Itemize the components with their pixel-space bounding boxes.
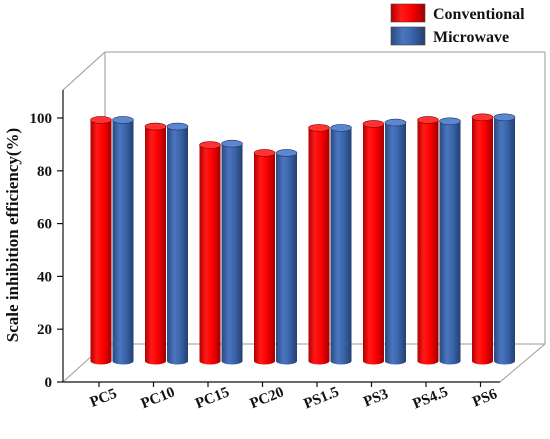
bar-body [472, 117, 493, 361]
y-tick-label: 80 [37, 164, 52, 180]
x-axis-tick-labels: PC5 PC10 PC15 PC20 PS1.5 PS3 PS4.5 PS6 [88, 382, 500, 413]
bar-body [199, 145, 221, 361]
bar-body [112, 119, 134, 362]
x-tick-label: PC10 [139, 384, 177, 412]
bar-conventional-pc20 [253, 149, 276, 365]
bar-conventional-pc5 [90, 116, 112, 365]
bar-microwave-pc5 [112, 116, 134, 365]
bar-body [330, 127, 352, 361]
legend-swatch-conventional [390, 3, 426, 23]
bar-microwave-ps4.5 [439, 117, 461, 365]
bar-base [330, 357, 352, 365]
bar-top [144, 122, 167, 131]
bar-top [275, 149, 298, 157]
bar-base [417, 357, 439, 365]
bar-conventional-ps1.5 [308, 124, 330, 365]
y-tick-label: 0 [45, 375, 53, 391]
bar-top [90, 116, 112, 124]
y-tick-label: 100 [30, 111, 53, 127]
bar-top [384, 118, 407, 127]
bar-top [199, 141, 221, 149]
x-tick-label: PC5 [88, 386, 119, 411]
bar-body [417, 119, 439, 362]
bar-body [254, 152, 275, 361]
x-tick-label: PS1.5 [302, 384, 342, 412]
y-tick-label: 20 [37, 322, 52, 338]
bar-microwave-pc20 [275, 149, 298, 365]
bar-microwave-ps3 [384, 118, 407, 365]
legend-label-conventional: Conventional [433, 6, 525, 23]
bar-top [417, 116, 439, 124]
bar-base [363, 357, 384, 365]
bar-base [385, 357, 406, 365]
bar-base [199, 357, 221, 365]
bar-conventional-ps6 [471, 113, 494, 365]
bar-body [439, 121, 461, 361]
bar-top [330, 124, 352, 132]
x-tick-label: PC20 [248, 384, 286, 412]
legend-label-microwave: Microwave [433, 29, 509, 46]
bar-body [494, 117, 515, 361]
bar-body [308, 127, 330, 361]
bar-base [439, 357, 461, 365]
bars-layer [90, 113, 516, 365]
legend-swatch-microwave [390, 26, 426, 46]
y-tick-label: 40 [37, 269, 52, 285]
x-tick-label: PC15 [193, 384, 231, 412]
bar-base [90, 357, 112, 365]
x-tick-label: PS6 [470, 386, 500, 410]
bar-top [471, 113, 494, 122]
bar-base [472, 357, 493, 365]
x-tick-label: PS4.5 [411, 384, 451, 412]
floor-right-edge [499, 343, 546, 383]
bar-microwave-pc10 [166, 122, 189, 365]
bar-base [308, 357, 330, 365]
bar-top [221, 139, 243, 148]
bar-base [112, 357, 134, 365]
y-tick-label: 60 [37, 217, 52, 233]
bar-top [253, 149, 276, 157]
bar-body [90, 119, 112, 362]
bar-top [112, 116, 134, 124]
bar-conventional-pc10 [144, 122, 167, 365]
bar-base [221, 357, 243, 365]
bar-body [363, 123, 384, 361]
bar-body [145, 126, 166, 361]
bar-top [493, 113, 516, 122]
bar-base [167, 357, 188, 365]
x-tick-label: PS3 [361, 386, 390, 410]
bar-top [166, 122, 189, 131]
bar-top [362, 120, 385, 128]
bar-microwave-ps1.5 [330, 124, 352, 365]
bar-conventional-ps4.5 [417, 116, 439, 365]
bar-top [439, 117, 461, 126]
bar-top [308, 124, 330, 132]
bar-base [494, 357, 515, 365]
bar-conventional-pc15 [199, 141, 221, 365]
bar-base [254, 357, 275, 365]
bar-microwave-pc15 [221, 139, 243, 365]
bar-base [145, 357, 166, 365]
legend: Conventional Microwave [390, 3, 525, 46]
bar-body [221, 143, 243, 361]
y-axis-ticks: 0 20 40 60 80 100 [30, 111, 63, 391]
bar-body [276, 152, 297, 361]
bar-body [385, 122, 406, 361]
bar-conventional-ps3 [362, 120, 385, 365]
bar-body [167, 126, 188, 361]
y-axis-title: Scale inhibition efficiency(%) [3, 128, 22, 342]
bar-microwave-ps6 [493, 113, 516, 365]
top-depth-edge [62, 51, 106, 91]
bar-base [276, 357, 297, 365]
